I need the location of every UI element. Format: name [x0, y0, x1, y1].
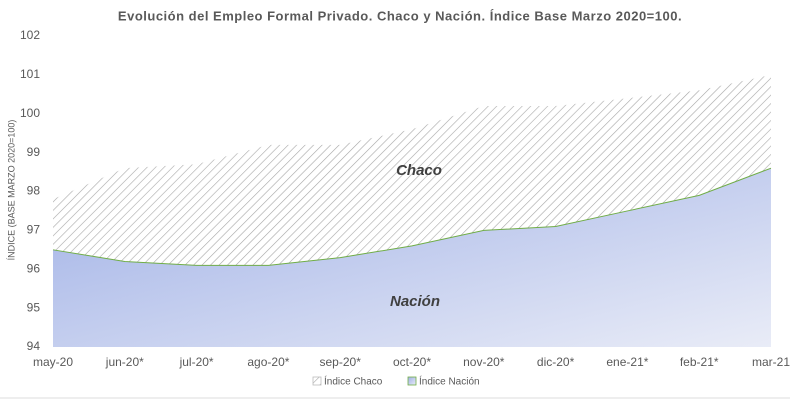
area	[53, 168, 771, 347]
y-tick-label: 95	[27, 300, 41, 314]
x-tick-label: ene-21*	[606, 355, 648, 369]
y-tick-label: 97	[27, 223, 41, 237]
legend-swatch	[407, 376, 417, 386]
y-tick-label: 96	[27, 261, 41, 275]
y-tick-label: 100	[20, 106, 40, 120]
chart-title: Evolución del Empleo Formal Privado. Cha…	[118, 8, 682, 23]
x-tick-label: jul-20*	[179, 355, 214, 369]
legend-label: Índice Chaco	[324, 375, 383, 388]
legend-label: Índice Nación	[419, 375, 480, 388]
x-tick-label: mar-21	[752, 355, 790, 369]
y-axis-label: ÍNDICE (BASE MARZO 2020=100)	[6, 120, 16, 261]
x-tick-label: oct-20*	[393, 355, 431, 369]
x-tick-label: nov-20*	[463, 355, 505, 369]
y-tick-label: 98	[27, 184, 41, 198]
y-tick-label: 94	[27, 339, 41, 353]
x-tick-label: feb-21*	[680, 355, 719, 369]
x-tick-label: may-20	[33, 355, 73, 369]
y-tick-label: 99	[27, 145, 41, 159]
x-tick-label: sep-20*	[320, 355, 362, 369]
annotation: Nación	[390, 293, 440, 310]
annotation: Chaco	[396, 162, 442, 179]
y-tick-label: 101	[20, 67, 40, 81]
y-tick-label: 102	[20, 28, 40, 42]
x-tick-label: dic-20*	[537, 355, 575, 369]
x-tick-label: jun-20*	[105, 355, 144, 369]
area-line	[52, 167, 772, 266]
x-tick-label: ago-20*	[247, 355, 289, 369]
legend-swatch	[312, 376, 322, 386]
